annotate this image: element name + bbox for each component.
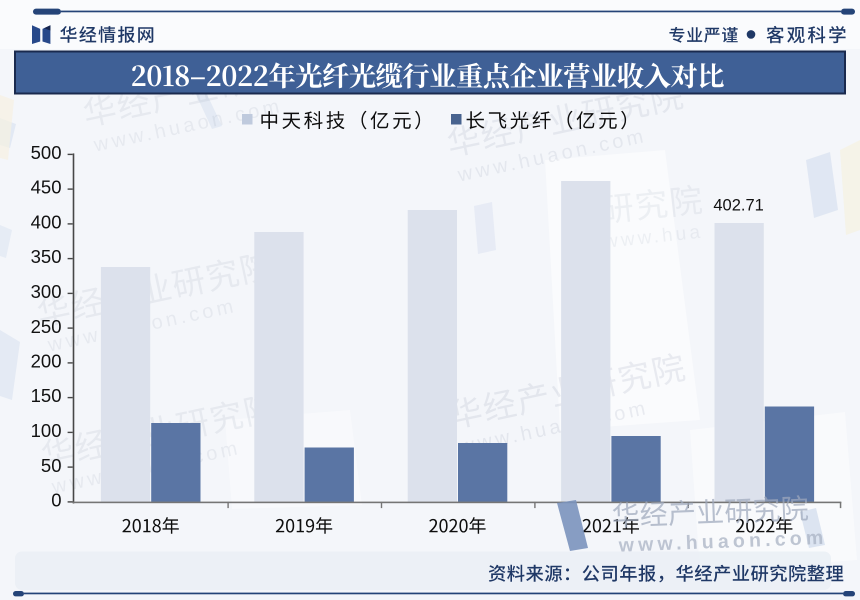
svg-text:50: 50 <box>41 455 62 476</box>
svg-text:0: 0 <box>51 490 61 511</box>
svg-text:100: 100 <box>31 420 62 441</box>
svg-text:402.71: 402.71 <box>713 196 763 214</box>
svg-text:450: 450 <box>31 177 62 198</box>
svg-text:250: 250 <box>31 316 62 337</box>
svg-text:500: 500 <box>31 142 62 163</box>
svg-text:300: 300 <box>31 281 62 302</box>
svg-text:350: 350 <box>31 246 62 267</box>
svg-text:200: 200 <box>31 351 62 372</box>
svg-text:150: 150 <box>31 385 62 406</box>
svg-text:400: 400 <box>31 212 62 233</box>
